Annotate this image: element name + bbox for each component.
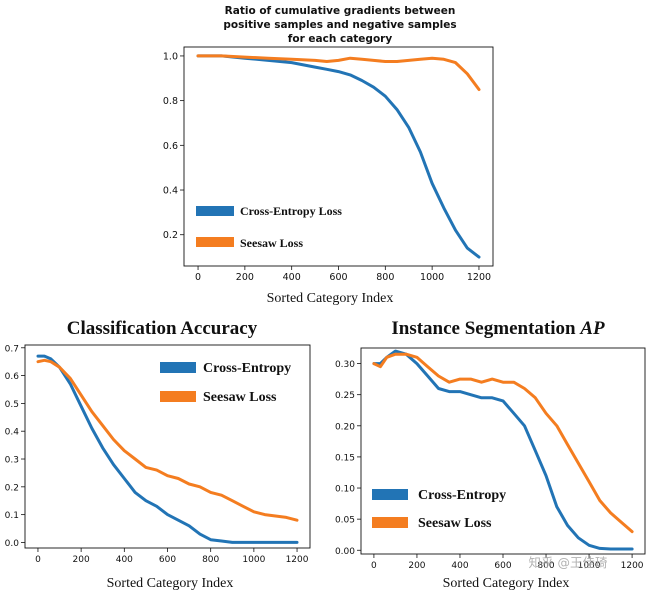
accuracy-chart-ytick-label: 0.4 <box>5 428 20 438</box>
accuracy-chart-ytick-label: 0.3 <box>5 456 19 466</box>
ratio-chart-ticks: 0 200 400 600 800 1000 1200 0.2 0.4 0.6 0.8 1.0 <box>163 51 491 283</box>
accuracy-chart-xtick-label: 1200 <box>286 555 309 565</box>
accuracy-chart-ytick-label: 0.1 <box>5 511 19 521</box>
accuracy-chart-series-seesaw-loss <box>36 358 299 522</box>
accuracy-chart-xtick-label: 600 <box>159 555 176 565</box>
segmentation-ap-chart-xtick-label: 1000 <box>578 561 601 571</box>
accuracy-chart: Classification Accuracy 0 200 400 600 800 100… <box>5 318 311 591</box>
ratio-chart-xtick-label: 600 <box>329 272 347 283</box>
segmentation-ap-chart-xtick-label: 1200 <box>621 561 644 571</box>
accuracy-chart-series-cross-entropy <box>36 354 299 544</box>
legend-label-seesaw-loss: Seesaw Loss <box>418 516 492 531</box>
ratio-chart-title-line-2: positive samples and negative samples <box>223 19 456 31</box>
segmentation-ap-chart-ytick-label: 0.05 <box>335 516 355 526</box>
segmentation-ap-chart-xtick-label: 800 <box>537 561 554 571</box>
legend-label-seesaw-loss: Seesaw Loss <box>240 236 303 250</box>
legend-swatch-seesaw-loss <box>160 391 196 402</box>
legend-swatch-cross-entropy <box>372 489 408 500</box>
segmentation-ap-chart-ytick-label: 0.20 <box>335 422 355 432</box>
accuracy-chart-xtick-label: 200 <box>73 555 90 565</box>
legend-label-cross-entropy: Cross-Entropy <box>203 361 291 376</box>
legend-swatch-seesaw-loss <box>196 237 234 247</box>
accuracy-chart-lines <box>36 354 299 544</box>
ratio-chart-ytick-label: 1.0 <box>163 51 178 62</box>
accuracy-chart-legend: Cross-Entropy Seesaw Loss <box>160 361 291 405</box>
segmentation-ap-chart: Instance Segmentation AP 0 200 400 600 800 10… <box>335 318 646 591</box>
segmentation-ap-chart-ytick-label: 0.30 <box>335 360 355 370</box>
accuracy-chart-ytick-label: 0.6 <box>5 372 20 382</box>
segmentation-ap-chart-xtick-label: 0 <box>371 561 377 571</box>
ratio-chart-title-line-1: Ratio of cumulative gradients between <box>225 5 456 17</box>
segmentation-ap-chart-xlabel: Sorted Category Index <box>443 576 570 591</box>
accuracy-chart-xlabel: Sorted Category Index <box>107 576 234 591</box>
accuracy-chart-ytick-label: 0.0 <box>5 539 20 549</box>
segmentation-ap-chart-xtick-label: 600 <box>494 561 511 571</box>
ratio-chart-xtick-label: 1000 <box>420 272 444 283</box>
ratio-chart-ytick-label: 0.8 <box>163 96 178 107</box>
accuracy-chart-ytick-label: 0.7 <box>5 344 19 354</box>
segmentation-ap-chart-title: Instance Segmentation AP <box>391 318 605 339</box>
ratio-chart-xtick-label: 1200 <box>467 272 491 283</box>
legend-label-seesaw-loss: Seesaw Loss <box>203 390 277 405</box>
segmentation-ap-chart-ytick-label: 0.15 <box>335 453 355 463</box>
segmentation-ap-chart-ytick-label: 0.00 <box>335 547 355 557</box>
ratio-chart-xtick-label: 400 <box>283 272 301 283</box>
accuracy-chart-xtick-label: 800 <box>202 555 219 565</box>
accuracy-chart-xtick-label: 400 <box>116 555 133 565</box>
ratio-chart-legend: Cross-Entropy Loss Seesaw Loss <box>196 204 342 250</box>
ratio-chart-title-line-3: for each category <box>288 33 393 45</box>
ratio-chart-series-cross-entropy-loss <box>196 54 481 259</box>
ratio-chart-frame <box>183 46 494 267</box>
accuracy-chart-xtick-label: 0 <box>35 555 41 565</box>
accuracy-chart-title: Classification Accuracy <box>67 318 258 339</box>
accuracy-chart-ticks: 0 200 400 600 800 1000 1200 0.0 0.1 0.2 0.3 0.4 0.5 0… <box>5 344 309 565</box>
ratio-chart: Ratio of cumulative gradients between po… <box>163 5 494 306</box>
legend-swatch-cross-entropy <box>160 362 196 373</box>
ratio-chart-ytick-label: 0.2 <box>163 230 178 241</box>
segmentation-ap-chart-series-seesaw-loss <box>372 352 634 534</box>
segmentation-ap-title-prefix: Instance Segmentation <box>391 318 580 339</box>
ratio-chart-lines <box>196 54 481 259</box>
segmentation-ap-chart-xtick-label: 400 <box>451 561 468 571</box>
ratio-chart-xtick-label: 200 <box>236 272 254 283</box>
legend-label-cross-entropy-loss: Cross-Entropy Loss <box>240 204 342 218</box>
segmentation-ap-title-ap: AP <box>579 318 605 339</box>
ratio-chart-ytick-label: 0.6 <box>163 141 178 152</box>
watermark: 知乎 @王佳琦 <box>529 555 608 570</box>
segmentation-ap-chart-lines <box>372 349 634 551</box>
segmentation-ap-chart-legend: Cross-Entropy Seesaw Loss <box>372 488 506 531</box>
ratio-chart-ytick-label: 0.4 <box>163 186 178 197</box>
ratio-chart-xlabel: Sorted Category Index <box>267 291 394 306</box>
legend-swatch-seesaw-loss <box>372 517 408 528</box>
segmentation-ap-chart-ticks: 0 200 400 600 800 1000 1200 0.00 0.05 0.10 0.15 0.2… <box>335 360 644 571</box>
segmentation-ap-chart-ytick-label: 0.10 <box>335 485 355 495</box>
legend-label-cross-entropy: Cross-Entropy <box>418 488 506 503</box>
segmentation-ap-chart-ytick-label: 0.25 <box>335 391 355 401</box>
ratio-chart-xtick-label: 800 <box>376 272 394 283</box>
accuracy-chart-ytick-label: 0.2 <box>5 483 19 493</box>
ratio-chart-xtick-label: 0 <box>195 272 201 283</box>
legend-swatch-cross-entropy-loss <box>196 206 234 216</box>
segmentation-ap-chart-xtick-label: 200 <box>408 561 425 571</box>
accuracy-chart-ytick-label: 0.5 <box>5 400 19 410</box>
ratio-chart-series-seesaw-loss <box>196 54 481 91</box>
accuracy-chart-xtick-label: 1000 <box>242 555 265 565</box>
